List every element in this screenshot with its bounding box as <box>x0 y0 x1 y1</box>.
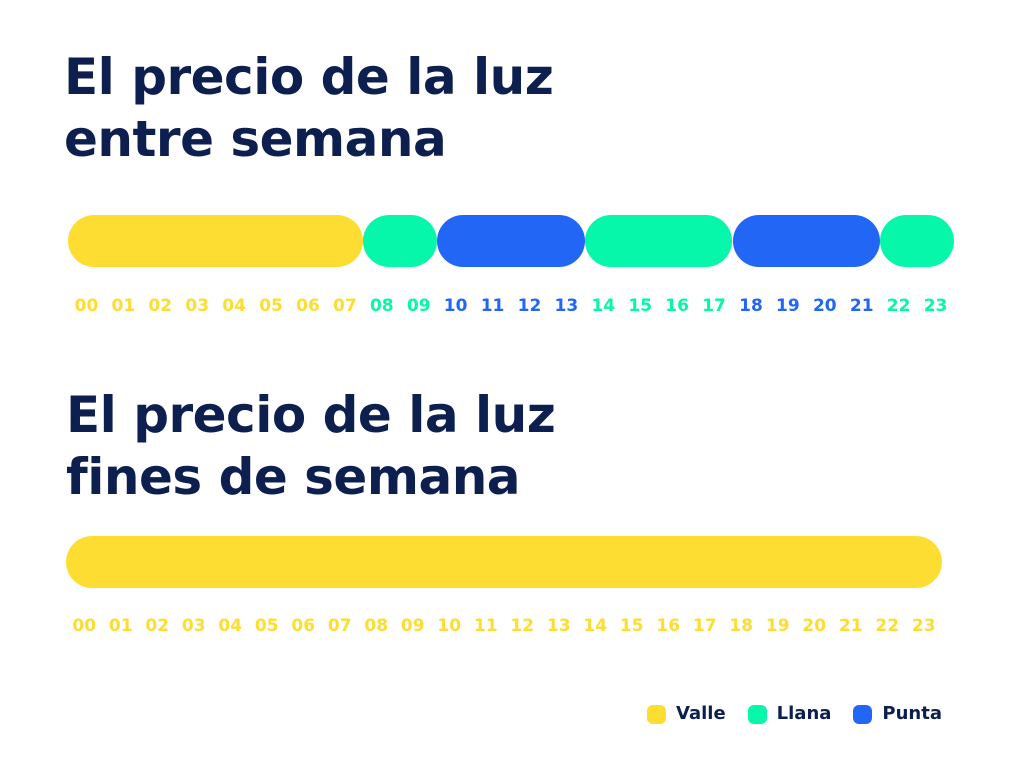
hour-label: 14 <box>591 296 616 316</box>
hour-label: 06 <box>296 296 320 316</box>
chart-title-weekend-line-2: fines de semana <box>66 448 521 506</box>
weekday-hour-labels: 00 01 02 03 04 05 06 07 08 09 10 11 12 13 14 15 16 17 18 19… <box>68 294 954 318</box>
bar-segment-punta <box>437 215 585 267</box>
hour-label: 04 <box>218 616 243 636</box>
hour-label: 03 <box>185 296 210 316</box>
hour-label: 03 <box>181 616 206 636</box>
legend-label-punta: Punta <box>882 703 942 724</box>
bar-segment-valle <box>66 536 942 588</box>
weekend-hour-labels: 00 01 02 03 04 05 06 07 08 09 10 11 12 13 14 15 16 17 18 19… <box>66 614 942 638</box>
hour-label: 14 <box>583 616 608 636</box>
weekday-tariff-bar <box>68 215 954 267</box>
legend-swatch-punta <box>853 704 873 724</box>
weekend-tariff-bar <box>66 536 942 588</box>
bar-segment-llana <box>880 215 954 267</box>
hour-label: 09 <box>400 616 425 636</box>
hour-label: 13 <box>546 616 571 636</box>
legend-label-valle: Valle <box>676 703 726 724</box>
legend-item-llana: Llana <box>747 702 832 726</box>
hour-label: 10 <box>443 296 468 316</box>
hour-label: 16 <box>665 296 689 316</box>
hour-label: 20 <box>812 296 837 316</box>
hour-label: 12 <box>517 296 542 316</box>
hour-label: 11 <box>473 616 498 636</box>
bar-segment-llana <box>584 215 733 267</box>
hour-label: 23 <box>923 296 948 316</box>
hour-label: 10 <box>437 616 462 636</box>
hour-label: 22 <box>886 296 911 316</box>
hour-label: 17 <box>702 296 726 316</box>
hour-label: 07 <box>333 296 357 316</box>
hour-label: 18 <box>729 616 754 636</box>
bar-segment-punta <box>732 215 881 267</box>
chart-title-weekday-line-1: El precio de la luz <box>64 48 554 106</box>
hour-label: 13 <box>554 296 579 316</box>
chart-title-weekday: El precio de la luz entre semana <box>64 46 554 170</box>
hour-label: 06 <box>291 616 316 636</box>
hour-label: 05 <box>254 616 279 636</box>
hour-label: 21 <box>838 616 863 636</box>
legend-item-valle: Valle <box>647 702 726 726</box>
hour-label: 12 <box>510 616 535 636</box>
legend-label-llana: Llana <box>776 703 832 724</box>
hour-label: 01 <box>108 616 133 636</box>
hour-label: 19 <box>765 616 790 636</box>
chart-title-weekend: El precio de la luz fines de semana <box>66 384 556 508</box>
hour-label: 02 <box>148 296 173 316</box>
chart-title-weekend-line-1: El precio de la luz <box>66 386 556 444</box>
hour-label: 18 <box>739 296 763 316</box>
hour-label: 01 <box>111 296 136 316</box>
hour-label: 04 <box>222 296 246 316</box>
hour-label: 09 <box>406 296 431 316</box>
hour-label: 07 <box>327 616 352 636</box>
hour-label: 23 <box>911 616 936 636</box>
hour-label: 16 <box>656 616 681 636</box>
hour-label: 15 <box>628 296 653 316</box>
hour-label: 20 <box>802 616 827 636</box>
hour-label: 08 <box>369 296 394 316</box>
legend: Valle Llana Punta <box>647 702 942 726</box>
bar-segment-llana <box>363 215 438 267</box>
hour-label: 19 <box>776 296 800 316</box>
hour-label: 17 <box>692 616 717 636</box>
bar-segment-valle <box>68 215 364 267</box>
legend-swatch-llana <box>747 704 767 724</box>
hour-label: 11 <box>480 296 505 316</box>
chart-title-weekday-line-2: entre semana <box>64 110 447 168</box>
hour-label: 21 <box>849 296 874 316</box>
hour-label: 05 <box>259 296 283 316</box>
hour-label: 00 <box>74 296 99 316</box>
legend-item-punta: Punta <box>853 702 942 726</box>
hour-label: 08 <box>364 616 389 636</box>
hour-label: 00 <box>72 616 97 636</box>
legend-swatch-valle <box>647 704 667 724</box>
hour-label: 02 <box>145 616 170 636</box>
hour-label: 15 <box>619 616 644 636</box>
hour-label: 22 <box>875 616 900 636</box>
